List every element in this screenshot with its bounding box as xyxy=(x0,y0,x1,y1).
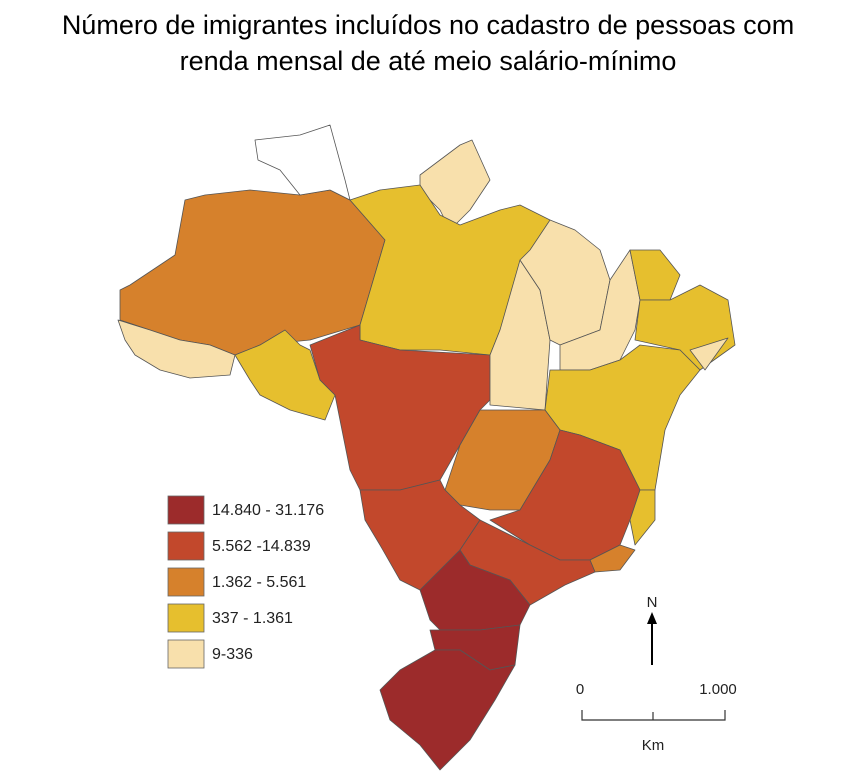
legend: 14.840 - 31.176 5.562 -14.839 1.362 - 5.56… xyxy=(167,495,324,669)
north-arrow: N xyxy=(647,594,658,665)
state xyxy=(379,649,516,771)
legend-swatch xyxy=(167,531,205,561)
legend-swatch xyxy=(167,567,205,597)
state xyxy=(419,549,531,631)
scale-unit: Km xyxy=(642,737,665,754)
legend-swatch xyxy=(167,603,205,633)
legend-label: 9-336 xyxy=(212,646,253,663)
legend-label: 5.562 -14.839 xyxy=(212,538,311,555)
state xyxy=(629,489,656,546)
north-label: N xyxy=(647,594,658,611)
state xyxy=(254,124,351,201)
state xyxy=(117,319,236,379)
legend-label: 1.362 - 5.561 xyxy=(212,574,306,591)
legend-label: 14.840 - 31.176 xyxy=(212,502,324,519)
scale-start: 0 xyxy=(576,681,584,698)
state xyxy=(689,337,729,371)
scale-end: 1.000 xyxy=(699,681,737,698)
state xyxy=(309,324,491,491)
legend-label: 337 - 1.361 xyxy=(212,610,293,627)
legend-swatch xyxy=(167,639,205,669)
states xyxy=(117,124,736,771)
state xyxy=(444,409,561,511)
north-head xyxy=(647,612,657,624)
title-line: renda mensal de até meio salário-mínimo xyxy=(180,46,677,76)
legend-swatch xyxy=(167,495,205,525)
scale-bar: 0 1.000 Km xyxy=(576,681,737,754)
title-line: Número de imigrantes incluídos no cadast… xyxy=(62,10,794,40)
state xyxy=(119,189,386,356)
state xyxy=(629,249,681,301)
